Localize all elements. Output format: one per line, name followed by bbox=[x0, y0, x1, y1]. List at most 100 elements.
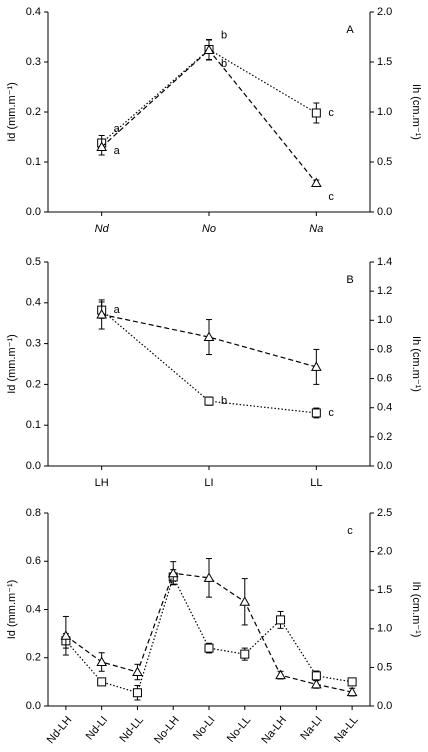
x-tick-label: No bbox=[202, 223, 216, 235]
y2-axis-label: Ih (cm.m⁻¹) bbox=[410, 84, 422, 140]
square-marker bbox=[311, 108, 321, 118]
y2-tick-label: 0.6 bbox=[377, 372, 392, 384]
square-marker bbox=[347, 677, 357, 687]
x-tick-label: Na bbox=[309, 223, 323, 235]
triangle-marker bbox=[203, 44, 215, 54]
point-label: b bbox=[221, 395, 227, 407]
y-axis-label: Id (mm.m⁻¹) bbox=[6, 334, 18, 394]
y2-tick-label: 1.4 bbox=[377, 256, 392, 268]
y-tick-label: 0.2 bbox=[26, 106, 41, 118]
triangle-marker bbox=[203, 572, 215, 582]
x-tick-label: Nd bbox=[95, 223, 110, 235]
square-marker bbox=[276, 615, 286, 625]
x-tick-label: No-LL bbox=[225, 714, 253, 745]
y2-tick-label: 0.0 bbox=[377, 206, 392, 218]
panel-label: B bbox=[346, 274, 353, 286]
y-tick-label: 0.0 bbox=[26, 460, 41, 472]
x-tick-label: Nd-LI bbox=[84, 714, 110, 742]
y2-tick-label: 0.5 bbox=[377, 156, 392, 168]
panel-label: A bbox=[346, 24, 354, 36]
y-tick-label: 0.2 bbox=[26, 652, 41, 664]
y-tick-label: 0.0 bbox=[26, 206, 41, 218]
point-label: b bbox=[221, 29, 227, 41]
x-tick-label: Nd-LL bbox=[118, 714, 146, 745]
x-tick-label: Na-LI bbox=[298, 714, 324, 742]
y2-tick-label: 0.0 bbox=[377, 460, 392, 472]
point-label: c bbox=[328, 191, 334, 203]
y-tick-label: 0.3 bbox=[26, 338, 41, 350]
x-tick-label: Na-LH bbox=[259, 714, 289, 746]
y-tick-label: 0.0 bbox=[26, 700, 41, 712]
x-tick-label: No-LH bbox=[152, 714, 182, 746]
triangle-marker bbox=[132, 666, 143, 677]
square-marker bbox=[311, 408, 321, 418]
triangle-marker bbox=[167, 567, 179, 578]
triangle-marker bbox=[60, 630, 72, 640]
series-line bbox=[101, 313, 317, 368]
triangle-marker bbox=[96, 308, 108, 319]
y2-tick-label: 0.8 bbox=[377, 343, 392, 355]
panel-label: c bbox=[347, 525, 353, 537]
point-label: c bbox=[328, 407, 334, 419]
triangle-marker bbox=[96, 141, 108, 151]
y-tick-label: 0.4 bbox=[26, 6, 41, 18]
point-label: a bbox=[114, 123, 121, 135]
triangle-marker bbox=[203, 331, 215, 342]
square-marker bbox=[132, 688, 142, 698]
x-tick-label: No-LI bbox=[191, 714, 217, 742]
y-axis-label: Id (mm.m⁻¹) bbox=[6, 580, 18, 640]
triangle-marker bbox=[346, 686, 358, 697]
square-marker bbox=[311, 671, 321, 681]
y2-tick-label: 1.2 bbox=[377, 285, 392, 297]
y-tick-label: 0.4 bbox=[26, 297, 41, 309]
x-tick-label: LL bbox=[310, 477, 322, 489]
x-tick-label: Nd-LH bbox=[45, 714, 75, 746]
triangle-marker bbox=[310, 177, 322, 187]
triangle-marker bbox=[96, 656, 108, 666]
triangle-marker bbox=[275, 669, 286, 680]
triangle-marker bbox=[310, 678, 322, 689]
y2-tick-label: 1.0 bbox=[377, 314, 392, 326]
point-label: c bbox=[328, 107, 334, 119]
x-tick-label: Na-LL bbox=[332, 714, 360, 745]
y2-tick-label: 1.5 bbox=[377, 56, 392, 68]
y2-tick-label: 1.5 bbox=[377, 584, 392, 596]
square-marker bbox=[97, 677, 107, 687]
y-tick-label: 0.4 bbox=[26, 603, 41, 615]
y2-tick-label: 0.4 bbox=[377, 402, 392, 414]
y2-axis-label: Ih (cm.m⁻¹) bbox=[410, 336, 422, 392]
y2-tick-label: 2.0 bbox=[377, 6, 392, 18]
y2-tick-label: 1.0 bbox=[377, 106, 392, 118]
y2-tick-label: 0.5 bbox=[377, 661, 392, 673]
y2-tick-label: 1.0 bbox=[377, 623, 392, 635]
y2-tick-label: 0.0 bbox=[377, 700, 392, 712]
y-tick-label: 0.1 bbox=[26, 156, 41, 168]
x-tick-label: LH bbox=[95, 477, 109, 489]
point-label: a bbox=[114, 304, 121, 316]
y-axis-label: Id (mm.m⁻¹) bbox=[6, 82, 18, 142]
y2-tick-label: 2.5 bbox=[377, 507, 392, 519]
x-tick-label: LI bbox=[204, 477, 213, 489]
series-line bbox=[65, 572, 353, 693]
series-line bbox=[101, 49, 317, 184]
y-tick-label: 0.1 bbox=[26, 419, 41, 431]
triangle-marker bbox=[239, 596, 251, 606]
y2-tick-label: 2.0 bbox=[377, 546, 392, 558]
y-tick-label: 0.3 bbox=[26, 56, 41, 68]
square-marker bbox=[204, 396, 214, 406]
y-tick-label: 0.6 bbox=[26, 555, 41, 567]
series-line bbox=[101, 48, 317, 144]
y2-axis-label: Ih (cm.m⁻¹) bbox=[410, 582, 422, 638]
series-line bbox=[65, 575, 353, 694]
square-marker bbox=[240, 649, 250, 659]
square-marker bbox=[204, 643, 214, 653]
point-label: a bbox=[114, 145, 121, 157]
point-label: b bbox=[221, 58, 227, 70]
y-tick-label: 0.8 bbox=[26, 507, 41, 519]
y-tick-label: 0.2 bbox=[26, 378, 41, 390]
y2-tick-label: 0.2 bbox=[377, 431, 392, 443]
y-tick-label: 0.5 bbox=[26, 256, 41, 268]
triangle-marker bbox=[310, 361, 322, 371]
